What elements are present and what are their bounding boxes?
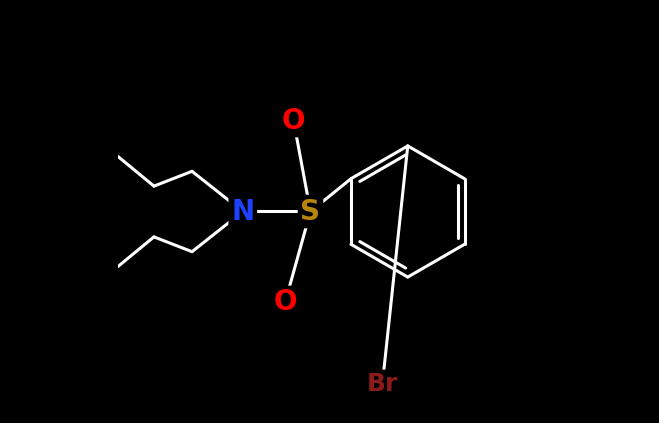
Text: O: O <box>282 107 305 135</box>
Text: Br: Br <box>366 372 398 396</box>
Text: O: O <box>273 288 297 316</box>
Text: N: N <box>231 198 254 225</box>
Text: S: S <box>301 198 320 225</box>
